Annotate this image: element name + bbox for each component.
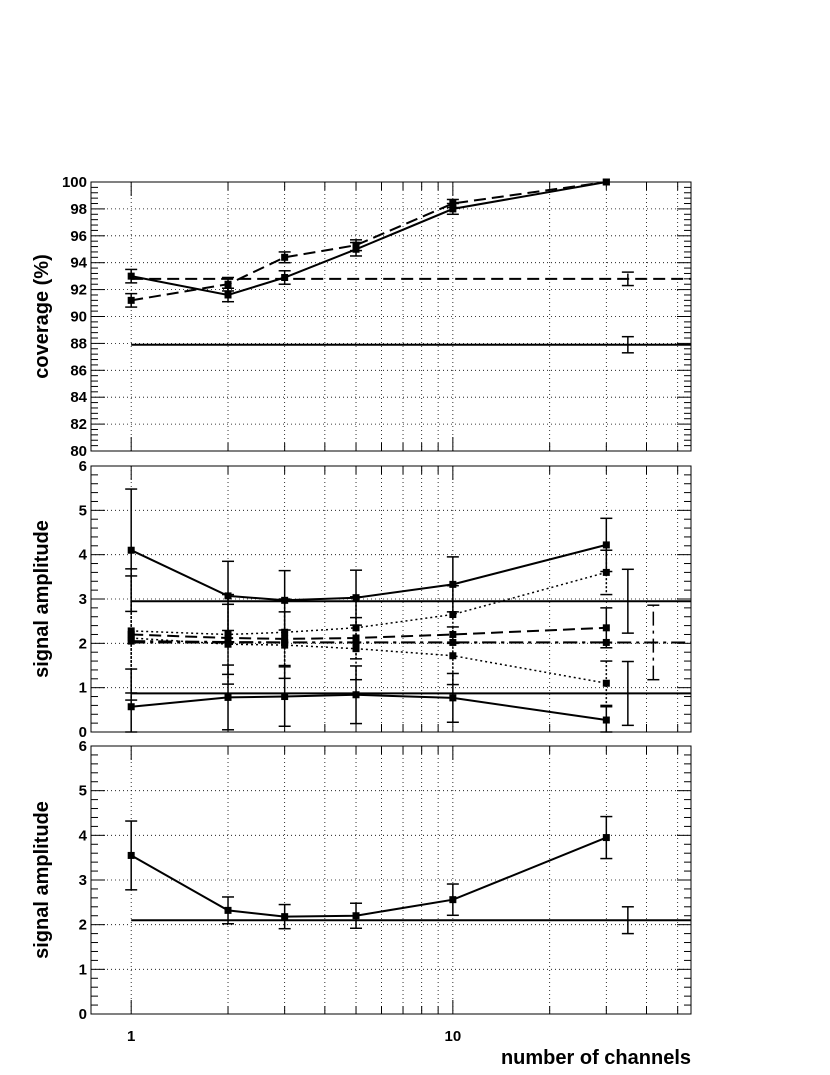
panel-3-series-1-point bbox=[281, 913, 289, 921]
panel-2-series-3-point bbox=[281, 635, 289, 643]
panel-2-series-6-line bbox=[131, 637, 607, 684]
panel-2-series-2-point bbox=[449, 694, 457, 702]
panel-1-series-2-point bbox=[224, 280, 232, 288]
panel-1-ytick-label: 90 bbox=[70, 309, 87, 326]
panel-2-series-3-line bbox=[131, 626, 607, 640]
panel-3-xtick-label: 10 bbox=[445, 1028, 462, 1045]
panel-2-ytick-label: 2 bbox=[79, 635, 87, 652]
panel-1-ylabel: coverage (%) bbox=[31, 254, 53, 379]
panel-1-series-2-point bbox=[352, 241, 360, 249]
panel-3-ytick-label: 4 bbox=[79, 827, 88, 844]
panel-3-ylabel: signal amplitude bbox=[31, 801, 53, 959]
panel-3-series-1-point bbox=[224, 906, 232, 914]
panel-3-series-1-point bbox=[602, 834, 610, 842]
panel-3-series-1-line bbox=[130, 836, 607, 918]
panel-3-series-1-point bbox=[352, 912, 360, 920]
panel-3-ytick-label: 1 bbox=[79, 961, 87, 978]
panel-2-ytick-label: 0 bbox=[79, 724, 87, 741]
panel-2-series-1-point bbox=[127, 546, 135, 554]
panel-2-series-4-point bbox=[602, 638, 610, 646]
panel-2-ytick-label: 5 bbox=[79, 502, 87, 519]
panel-2-series-5-point bbox=[224, 630, 232, 638]
panel-1-series-1-point bbox=[449, 205, 457, 213]
panel-3-ytick-label: 3 bbox=[79, 872, 87, 889]
panel-3-ytick-label: 6 bbox=[79, 738, 87, 755]
panel-1-ytick-label: 82 bbox=[70, 416, 87, 433]
panel-1-series-1-line bbox=[131, 181, 607, 297]
panel-2-series-5-point bbox=[127, 627, 135, 635]
panel-1-ytick-label: 88 bbox=[70, 335, 87, 352]
panel-3-ytick-label: 0 bbox=[79, 1006, 87, 1023]
panel-2-series-5-point bbox=[602, 568, 610, 576]
panel-3-series-1-point bbox=[127, 851, 135, 859]
panel-1-ytick-label: 100 bbox=[62, 174, 87, 191]
panel-1-series-2-point bbox=[127, 296, 135, 304]
panel-3-series-1-point bbox=[449, 896, 457, 904]
panel-2-series-6-point bbox=[602, 679, 610, 687]
panel-2-series-1-line bbox=[130, 543, 607, 602]
panel-2-series-2-point bbox=[224, 693, 232, 701]
panel-2-series-6-point bbox=[127, 634, 135, 642]
panel-1-ytick-label: 92 bbox=[70, 282, 87, 299]
panel-2-series-6-point bbox=[449, 652, 457, 660]
panel-2-ytick-label: 6 bbox=[79, 458, 87, 475]
panel-1-ytick-label: 94 bbox=[70, 255, 87, 272]
panel-2-series-2-point bbox=[281, 693, 289, 701]
panel-1-series-2-point bbox=[281, 253, 289, 261]
panel-1-ytick-label: 86 bbox=[70, 362, 87, 379]
panel-1-series-1-point bbox=[127, 272, 135, 280]
panel-2-ytick-label: 3 bbox=[79, 591, 87, 608]
panel-1-series-2-line bbox=[131, 181, 607, 302]
panel-2-series-5-point bbox=[352, 624, 360, 632]
panel-2-series-2-point bbox=[127, 703, 135, 711]
panel-3-ytick-label: 2 bbox=[79, 917, 87, 934]
panel-3-xtick-label: 1 bbox=[127, 1028, 135, 1045]
panel-2-series-2-point bbox=[352, 691, 360, 699]
panel-1-ytick-label: 98 bbox=[70, 201, 87, 218]
panel-2-series-2-line bbox=[131, 693, 607, 721]
panel-1-series-2-point bbox=[602, 178, 610, 186]
panel-2-series-1-point bbox=[449, 580, 457, 588]
panel-3-ytick-label: 5 bbox=[79, 783, 87, 800]
panel-2-series-6-point bbox=[281, 641, 289, 649]
panel-2-series-5-line bbox=[131, 571, 607, 636]
panel-1-series-1-point bbox=[281, 273, 289, 281]
panel-1-series-1-point bbox=[224, 291, 232, 299]
panel-2-series-1-point bbox=[602, 541, 610, 549]
panel-2-series-3-point bbox=[602, 624, 610, 632]
panel-1-ytick-label: 80 bbox=[70, 443, 87, 460]
panel-2-ylabel: signal amplitude bbox=[31, 520, 53, 678]
panel-3-xlabel: number of channels bbox=[501, 1047, 691, 1069]
panel-1-ytick-label: 96 bbox=[70, 228, 87, 245]
panel-2-ytick-label: 4 bbox=[79, 547, 88, 564]
panel-1-ytick-label: 84 bbox=[70, 389, 87, 406]
panel-2-series-6-point bbox=[224, 640, 232, 648]
panel-1-series-2-point bbox=[449, 200, 457, 208]
panel-2-series-5-point bbox=[449, 611, 457, 619]
panel-2-ytick-label: 1 bbox=[79, 680, 87, 697]
panel-2-series-2-point bbox=[602, 716, 610, 724]
panel-2-series-4-line bbox=[131, 640, 607, 644]
panel-2-series-6-point bbox=[352, 645, 360, 653]
